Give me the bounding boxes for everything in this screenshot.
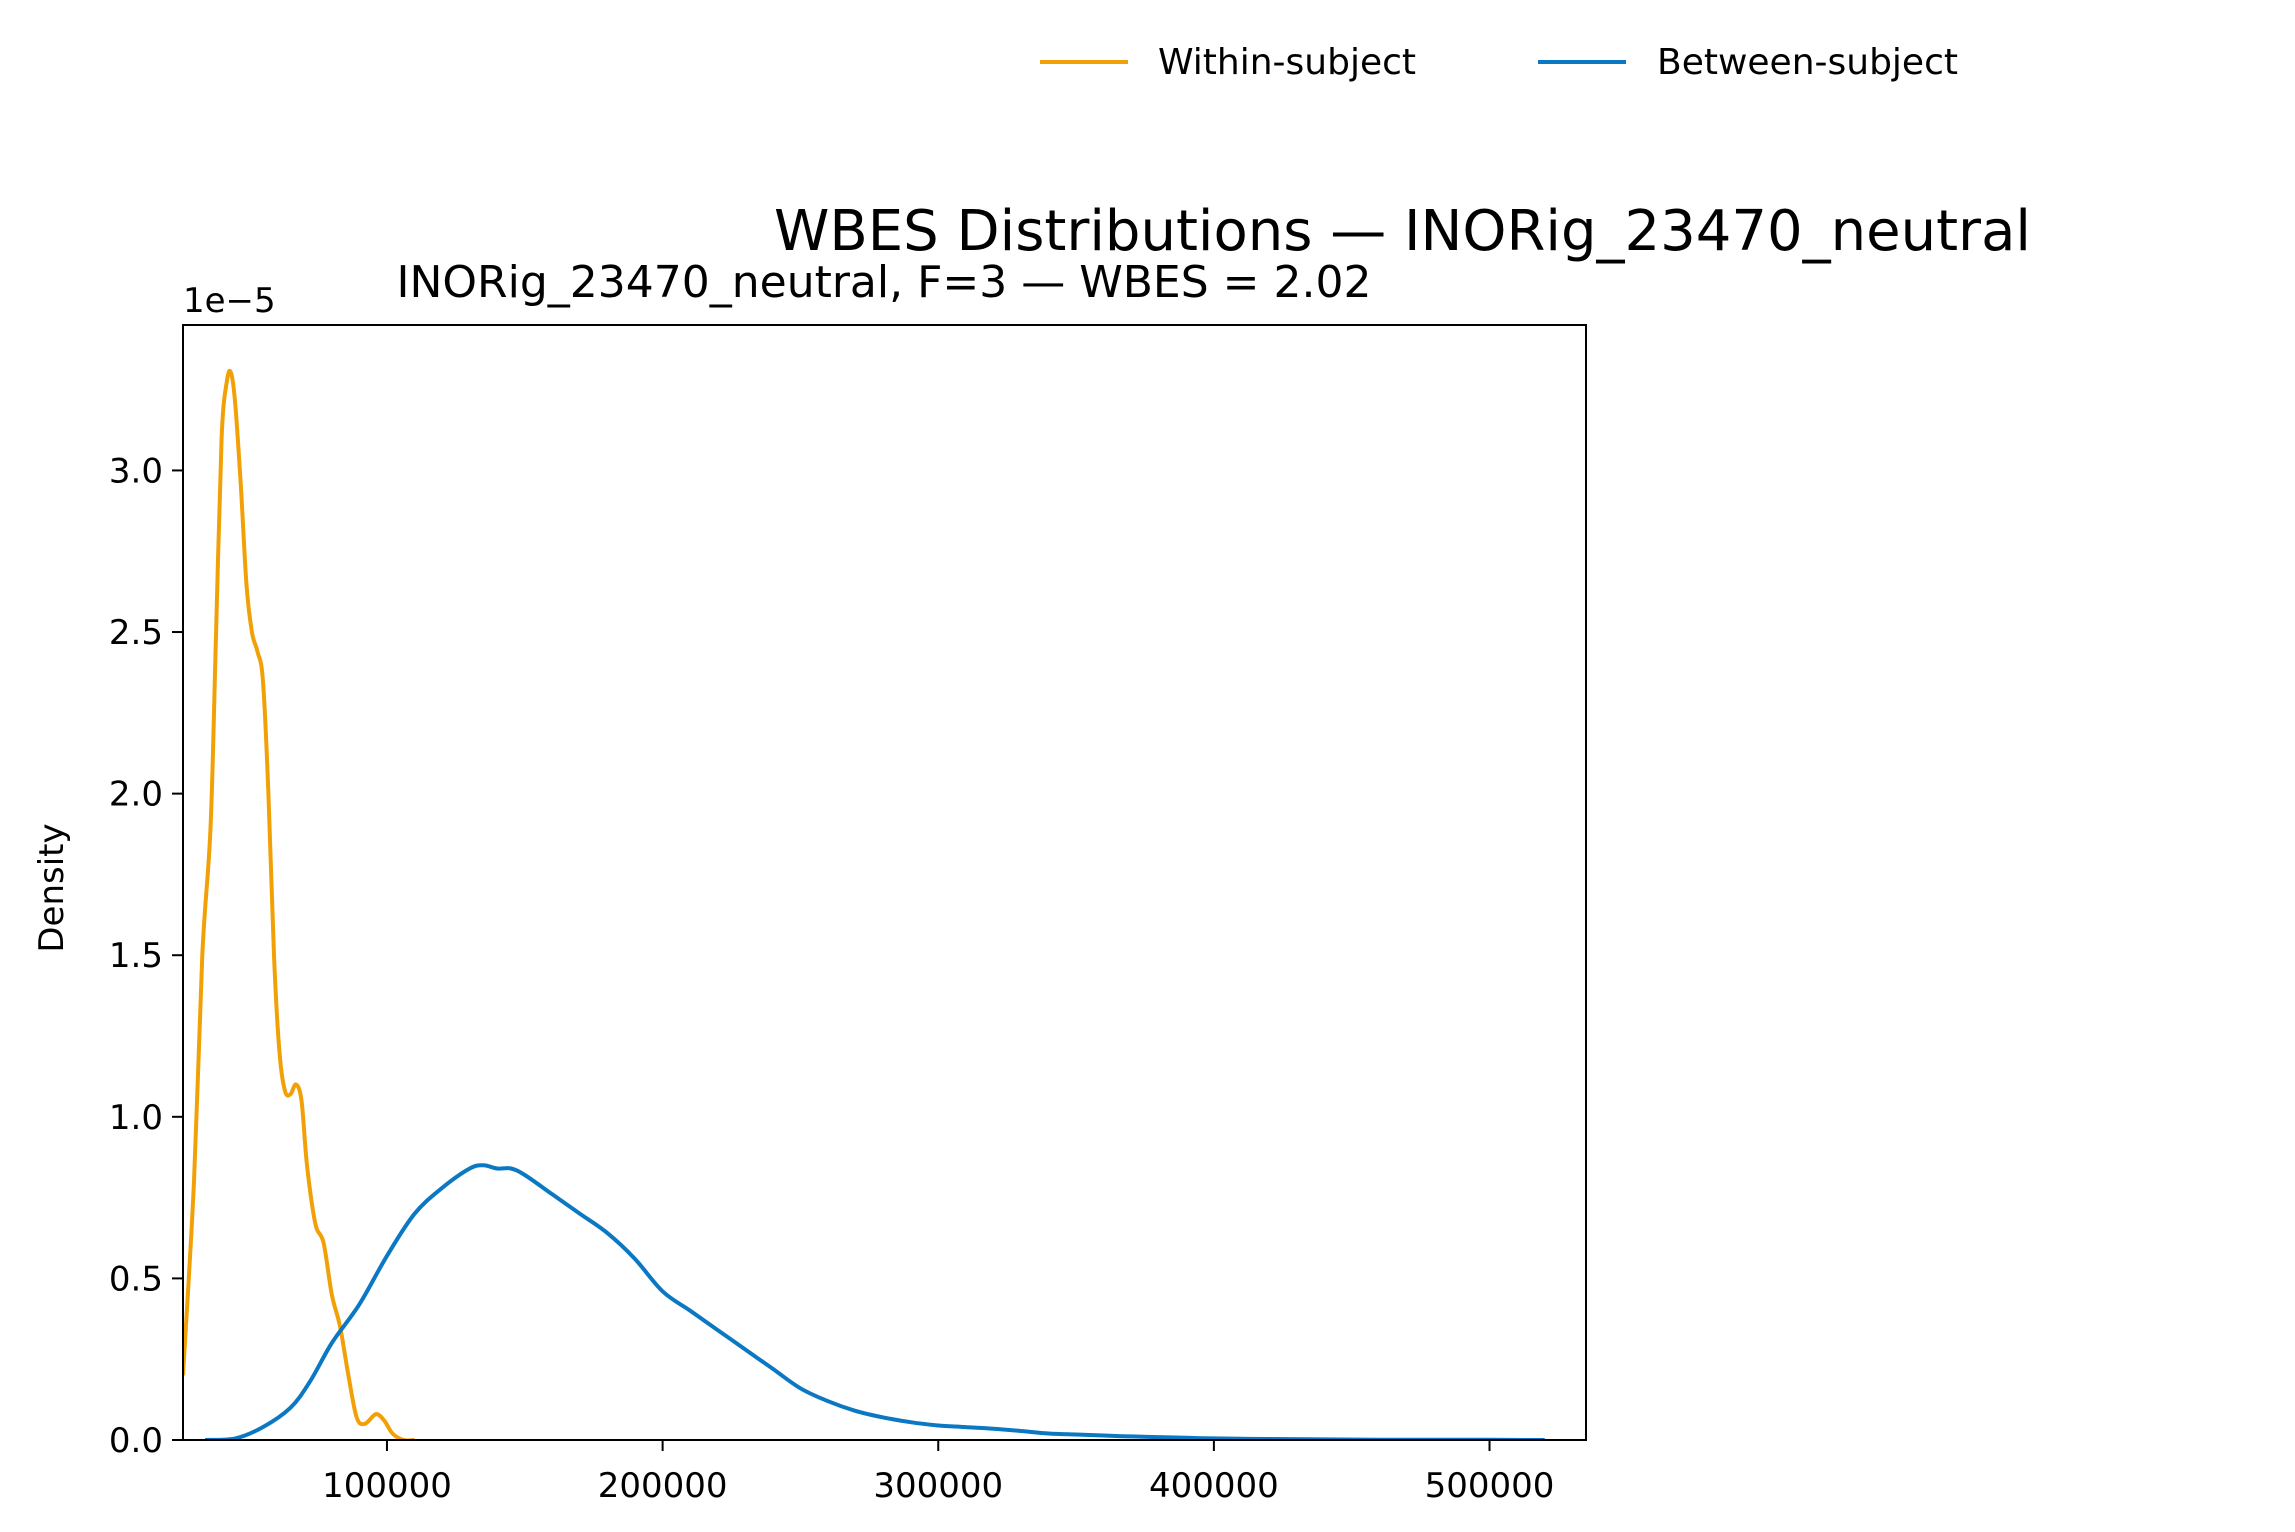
series-line-between-subject [204,1163,1545,1440]
legend-label-within-subject: Within-subject [1158,42,1416,83]
x-tick-label: 300000 [873,1466,1003,1506]
x-tick-label: 100000 [322,1466,452,1506]
axes-title: INORig_23470_neutral, F=3 — WBES = 2.02 [397,257,1372,308]
plot-frame [182,324,1587,1441]
y-ticks: 0.0 0.5 1.0 1.5 2.0 2.5 3.0 [109,451,183,1461]
x-tick-label: 200000 [598,1466,728,1506]
figure-suptitle: WBES Distributions — INORig_23470_neutra… [774,199,2031,264]
y-tick-label: 2.5 [109,613,163,653]
x-tick-label: 400000 [1149,1466,1279,1506]
y-tick-label: 1.0 [109,1098,163,1138]
legend: Within-subject Between-subject [1040,42,1958,83]
legend-label-between-subject: Between-subject [1657,42,1958,83]
y-tick-label: 1.5 [109,936,163,976]
x-tick-label: 500000 [1425,1466,1555,1506]
y-offset-label: 1e−5 [183,281,276,321]
y-tick-label: 2.0 [109,775,163,815]
series-line-within-subject [183,368,415,1440]
series-layer [183,368,1545,1440]
x-ticks: 100000 200000 300000 400000 500000 [322,1440,1554,1506]
y-tick-label: 0.5 [109,1259,163,1299]
y-axis-label: Density [32,823,72,952]
y-tick-label: 3.0 [109,451,163,491]
y-tick-label: 0.0 [109,1421,163,1461]
